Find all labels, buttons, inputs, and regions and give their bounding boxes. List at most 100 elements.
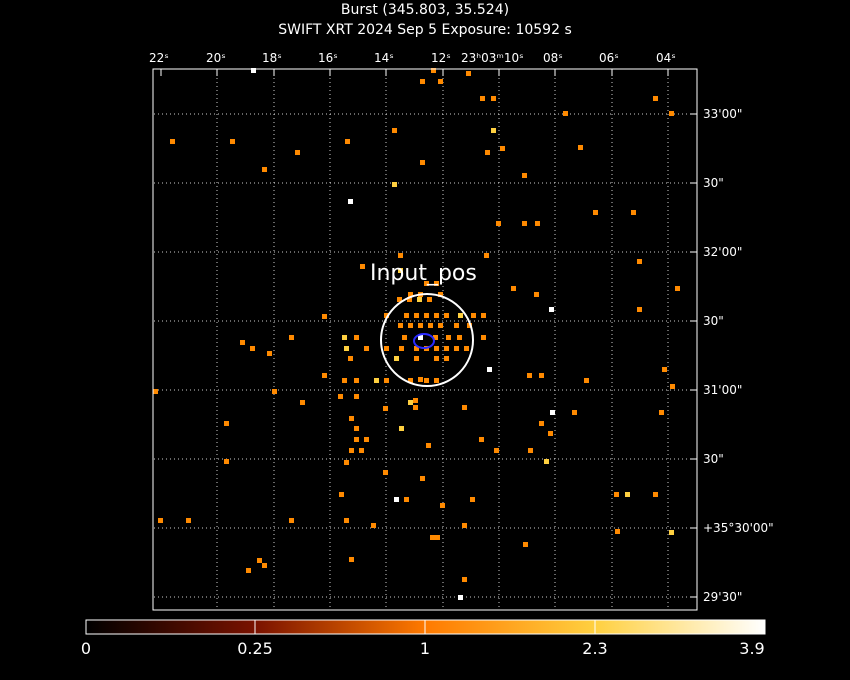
photon-event [434, 313, 439, 318]
photon-event [544, 459, 549, 464]
photon-event [563, 111, 568, 116]
photon-event [348, 199, 353, 204]
photon-event [466, 71, 471, 76]
photon-event [349, 416, 354, 421]
photon-event [444, 313, 449, 318]
photon-event [414, 313, 419, 318]
dec-tick-label: 30" [703, 176, 724, 190]
photon-event [349, 557, 354, 562]
photon-event [408, 292, 413, 297]
ra-tick-label: 08ˢ [543, 51, 563, 65]
photon-event [251, 68, 256, 73]
photon-event [417, 297, 422, 302]
photon-event [615, 529, 620, 534]
photon-event [408, 378, 413, 383]
photon-event [669, 530, 674, 535]
photon-event [413, 405, 418, 410]
photon-event [384, 346, 389, 351]
ra-tick-label: 16ˢ [318, 51, 338, 65]
photon-event [364, 437, 369, 442]
photon-event [454, 323, 459, 328]
photon-event [511, 286, 516, 291]
image-title: Burst (345.803, 35.524) [340, 2, 510, 18]
photon-event [402, 335, 407, 340]
photon-event [631, 210, 636, 215]
plot-frame [152, 68, 698, 611]
photon-event [383, 470, 388, 475]
photon-event [471, 313, 476, 318]
photon-event [262, 563, 267, 568]
photon-event [424, 313, 429, 318]
photon-event [354, 378, 359, 383]
photon-event [458, 313, 463, 318]
photon-event [523, 542, 528, 547]
image-subtitle: SWIFT XRT 2024 Sep 5 Exposure: 10592 s [278, 22, 572, 38]
photon-event [494, 448, 499, 453]
photon-event [344, 346, 349, 351]
photon-event [535, 221, 540, 226]
photon-event [360, 264, 365, 269]
ra-tick-label: 23ʰ03ᵐ10ˢ [461, 51, 524, 65]
ra-tick-label: 06ˢ [599, 51, 619, 65]
photon-event [250, 346, 255, 351]
colorbar-label: 2.3 [582, 639, 608, 658]
dec-tick-label: 30" [703, 452, 724, 466]
photon-event [675, 286, 680, 291]
photon-event [364, 346, 369, 351]
photon-event [462, 405, 467, 410]
photon-event [539, 373, 544, 378]
photon-event [414, 346, 419, 351]
photon-event [614, 492, 619, 497]
photon-event [444, 346, 449, 351]
photon-event [458, 595, 463, 600]
photon-event [669, 111, 674, 116]
photon-event [186, 518, 191, 523]
photon-event [637, 259, 642, 264]
photon-event [354, 426, 359, 431]
photon-event [371, 523, 376, 528]
photon-event [462, 577, 467, 582]
photon-event [398, 323, 403, 328]
photon-event [659, 410, 664, 415]
photon-event [428, 323, 433, 328]
photon-event [625, 492, 630, 497]
photon-event [440, 503, 445, 508]
photon-event [224, 459, 229, 464]
photon-event [348, 356, 353, 361]
photon-event [414, 356, 419, 361]
photon-event [549, 307, 554, 312]
photon-event [593, 210, 598, 215]
photon-event [522, 221, 527, 226]
photon-event [394, 356, 399, 361]
photon-event [420, 160, 425, 165]
ra-tick-label: 20ˢ [206, 51, 226, 65]
photon-event [430, 535, 435, 540]
photon-event [344, 518, 349, 523]
photon-event [158, 518, 163, 523]
photon-event [354, 335, 359, 340]
photon-event [670, 384, 675, 389]
photon-event [500, 146, 505, 151]
photon-event [322, 373, 327, 378]
photon-event [342, 378, 347, 383]
photon-event [426, 443, 431, 448]
photon-event [434, 378, 439, 383]
photon-event [528, 448, 533, 453]
photon-event [653, 96, 658, 101]
source-position-marker [413, 333, 435, 349]
photon-event [491, 96, 496, 101]
photon-event [384, 378, 389, 383]
colorbar-label: 0 [80, 639, 92, 658]
photon-event [289, 518, 294, 523]
photon-event [481, 313, 486, 318]
photon-event [584, 378, 589, 383]
photon-event [438, 323, 443, 328]
photon-event [418, 335, 423, 340]
photon-event [246, 568, 251, 573]
photon-event [354, 394, 359, 399]
photon-event [359, 448, 364, 453]
photon-event [578, 145, 583, 150]
colorbar-label: 0.25 [237, 639, 273, 658]
photon-event [434, 356, 439, 361]
photon-event [398, 253, 403, 258]
